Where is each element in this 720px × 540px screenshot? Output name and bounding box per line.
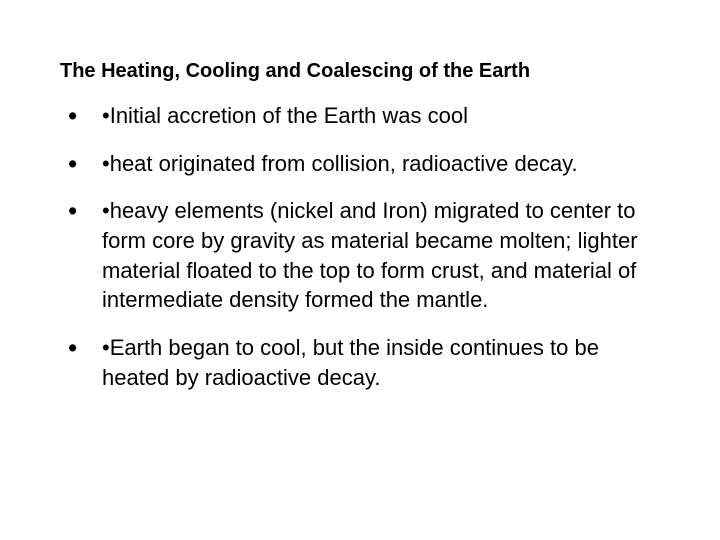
list-item: •heat originated from collision, radioac…	[60, 149, 660, 179]
list-item: •Initial accretion of the Earth was cool	[60, 101, 660, 131]
list-item: •Earth began to cool, but the inside con…	[60, 333, 660, 392]
bullet-text: •heat originated from collision, radioac…	[102, 151, 578, 176]
bullet-text: •Earth began to cool, but the inside con…	[102, 335, 599, 390]
bullet-text: •Initial accretion of the Earth was cool	[102, 103, 468, 128]
bullet-list: •Initial accretion of the Earth was cool…	[60, 101, 660, 393]
slide-title: The Heating, Cooling and Coalescing of t…	[60, 60, 660, 83]
slide: The Heating, Cooling and Coalescing of t…	[0, 0, 720, 540]
bullet-text: •heavy elements (nickel and Iron) migrat…	[102, 198, 638, 312]
list-item: •heavy elements (nickel and Iron) migrat…	[60, 196, 660, 315]
